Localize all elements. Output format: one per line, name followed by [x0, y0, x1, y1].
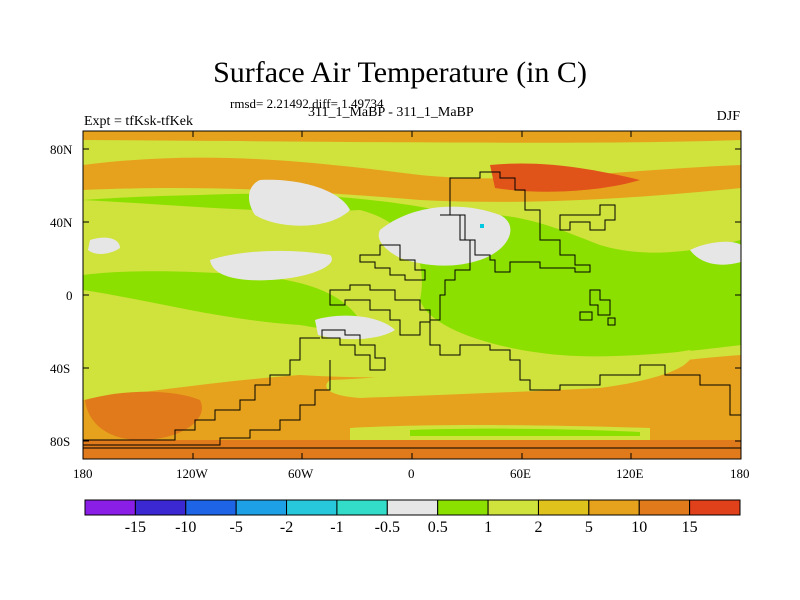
colorbar-label: -10	[175, 519, 196, 536]
colorbar-swatch	[689, 499, 741, 516]
lon-tick-label: 60E	[510, 466, 531, 481]
lon-tick-label: 180	[730, 466, 750, 481]
colorbar-label: -0.5	[375, 519, 400, 536]
chart-title: Surface Air Temperature (in C)	[213, 56, 587, 89]
lat-tick-label: 40S	[50, 361, 70, 376]
colorbar-label: -5	[229, 519, 242, 536]
colorbar-label: -2	[280, 519, 293, 536]
experiment-subtitle: 311_1_MaBP - 311_1_MaBP	[308, 105, 474, 120]
colorbar-swatch	[537, 499, 590, 516]
colorbar-label: 2	[534, 519, 542, 536]
colorbar-swatch	[134, 499, 187, 516]
field-antarctic-band	[83, 440, 741, 459]
lat-tick-label: 0	[66, 288, 73, 303]
field-green-central	[83, 193, 741, 357]
field-gray-west	[88, 237, 120, 254]
field-gray-south-america	[315, 315, 395, 340]
colorbar-label: -15	[125, 519, 146, 536]
colorbar-swatch	[185, 499, 237, 516]
colorbar-swatch	[487, 499, 539, 516]
lon-tick-label: 120W	[176, 466, 209, 481]
lon-tick-label: 0	[408, 466, 415, 481]
colorbar-swatch	[286, 499, 338, 516]
colorbar-swatch	[386, 499, 439, 516]
colorbar-label: -1	[330, 519, 343, 536]
lon-tick-label: 60W	[288, 466, 314, 481]
lon-tick-label: 120E	[616, 466, 644, 481]
lat-axis: 80N 40N 0 40S 80S	[50, 142, 741, 449]
stats-label: rmsd= 2.21492 diff= 1.49734	[230, 96, 384, 111]
lon-tick-label: 180	[73, 466, 93, 481]
field-south-pacific-hot	[85, 391, 202, 440]
field-north-warm-band	[83, 157, 741, 202]
field-antarctic-green	[410, 428, 640, 436]
field-gray-pacific	[210, 250, 332, 281]
lat-tick-label: 80S	[50, 434, 70, 449]
colorbar-swatch	[638, 499, 691, 516]
coastlines	[83, 171, 741, 449]
colorbar-swatch	[84, 499, 136, 516]
colorbar-label: 0.5	[428, 519, 448, 536]
field-gray-north-atlantic	[248, 179, 350, 226]
lat-tick-label: 40N	[50, 215, 73, 230]
field-north-red-patch	[490, 163, 640, 192]
colorbar-swatch	[235, 499, 288, 516]
colorbar-swatch	[437, 499, 489, 516]
field-gray-east-pacific	[690, 241, 741, 265]
colorbar-label: 1	[484, 519, 492, 536]
colorbar-label: 5	[585, 519, 593, 536]
field-cyan-spot	[480, 224, 484, 228]
colorbar: -15 -10 -5 -2 -1 -0.5 0.5 1 2 5 10 15	[84, 499, 741, 536]
lon-axis: 180 120W 60W 0 60E 120E 180	[73, 131, 750, 481]
map-field	[83, 131, 741, 459]
field-southern-mild	[326, 350, 692, 398]
season-label: DJF	[716, 109, 740, 124]
colorbar-swatch	[588, 499, 640, 516]
colorbar-label: 10	[631, 519, 647, 536]
lat-tick-label: 80N	[50, 142, 73, 157]
field-green-pacific	[83, 271, 360, 330]
colorbar-swatch	[336, 499, 388, 516]
colorbar-label: 15	[682, 519, 698, 536]
field-gray-europe	[378, 206, 511, 266]
experiment-label: Expt = tfKsk-tfKek	[84, 114, 193, 129]
